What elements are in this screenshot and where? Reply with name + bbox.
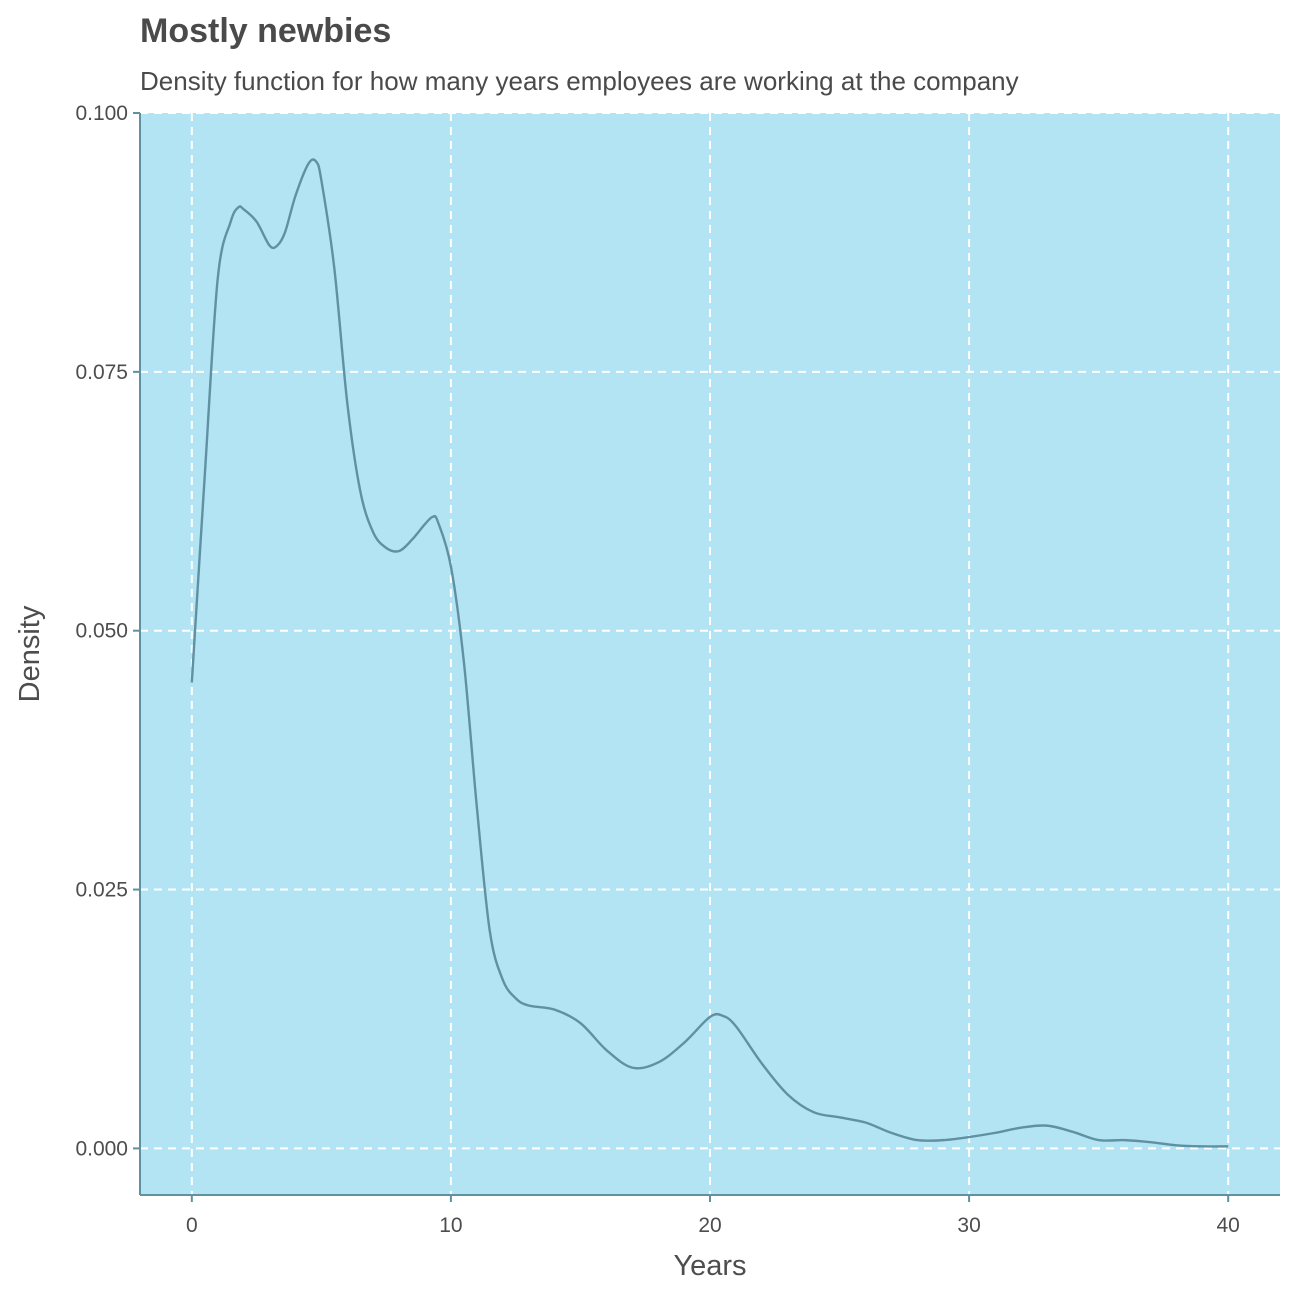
y-tick-label: 0.000 xyxy=(75,1137,128,1160)
y-axis-title: Density xyxy=(14,605,46,702)
y-axis-ticks: 0.000 0.025 0.050 0.075 0.100 xyxy=(75,102,140,1160)
x-tick-label: 30 xyxy=(957,1214,980,1237)
x-tick-label: 20 xyxy=(698,1214,721,1237)
y-tick-label: 0.050 xyxy=(75,620,128,643)
x-tick-label: 40 xyxy=(1217,1214,1240,1237)
y-tick-label: 0.075 xyxy=(75,361,128,384)
y-tick-label: 0.100 xyxy=(75,102,128,125)
density-curve xyxy=(190,158,1229,1148)
x-axis-ticks: 0 10 20 30 40 xyxy=(186,1195,1240,1237)
x-tick-label: 10 xyxy=(439,1214,462,1237)
plot-panel xyxy=(140,113,1280,1195)
grid-lines xyxy=(140,112,1280,1195)
y-tick-label: 0.025 xyxy=(75,879,128,902)
chart-title: Mostly newbies xyxy=(140,12,392,50)
chart-subtitle: Density function for how many years empl… xyxy=(140,66,1019,96)
x-axis-title: Years xyxy=(673,1250,746,1282)
x-tick-label: 0 xyxy=(186,1214,198,1237)
